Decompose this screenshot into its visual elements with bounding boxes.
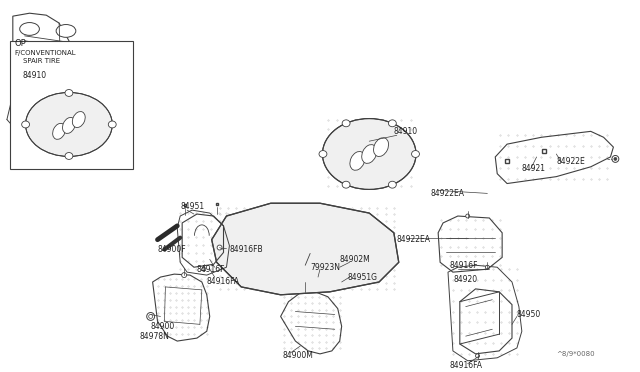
Ellipse shape	[485, 265, 490, 269]
Ellipse shape	[147, 312, 155, 320]
Text: 84900: 84900	[150, 322, 175, 331]
Ellipse shape	[388, 181, 396, 188]
Polygon shape	[212, 203, 399, 295]
Ellipse shape	[63, 118, 76, 134]
Ellipse shape	[26, 93, 112, 157]
Ellipse shape	[319, 151, 327, 157]
Text: 84978N: 84978N	[140, 332, 170, 341]
Ellipse shape	[22, 121, 29, 128]
Ellipse shape	[65, 90, 73, 96]
Ellipse shape	[374, 138, 388, 157]
Ellipse shape	[388, 120, 396, 127]
Ellipse shape	[20, 23, 40, 35]
Text: SPAIR TIRE: SPAIR TIRE	[22, 58, 60, 64]
Ellipse shape	[182, 273, 187, 278]
Text: 84910: 84910	[394, 127, 418, 136]
Text: 84950: 84950	[517, 310, 541, 319]
Text: 84922E: 84922E	[556, 157, 585, 166]
Ellipse shape	[108, 121, 116, 128]
Text: 84900F: 84900F	[157, 245, 186, 254]
Ellipse shape	[476, 354, 479, 358]
Text: 79923N: 79923N	[310, 263, 340, 272]
Text: 84916FB: 84916FB	[229, 245, 263, 254]
Text: 84900M: 84900M	[283, 351, 314, 360]
Text: ^8/9*0080: ^8/9*0080	[556, 351, 595, 357]
Ellipse shape	[72, 112, 85, 128]
Ellipse shape	[362, 145, 377, 163]
Ellipse shape	[342, 181, 350, 188]
Ellipse shape	[202, 267, 206, 271]
Ellipse shape	[412, 151, 419, 157]
Ellipse shape	[350, 151, 365, 170]
Text: 84951G: 84951G	[348, 273, 378, 282]
Bar	[10, 41, 133, 169]
Text: 84916FA: 84916FA	[207, 278, 240, 286]
Ellipse shape	[56, 25, 76, 37]
Text: OP: OP	[15, 39, 26, 48]
Text: 84922EA: 84922EA	[430, 189, 464, 198]
Text: 84916FA: 84916FA	[450, 361, 483, 370]
Ellipse shape	[323, 119, 416, 189]
Text: 84951: 84951	[180, 202, 204, 211]
Ellipse shape	[612, 155, 619, 162]
Text: 84916F: 84916F	[197, 265, 225, 274]
Text: 84902M: 84902M	[340, 255, 371, 264]
Text: F/CONVENTIONAL: F/CONVENTIONAL	[15, 49, 76, 55]
Text: 84921: 84921	[522, 164, 546, 173]
Text: 84910: 84910	[22, 71, 47, 80]
Ellipse shape	[217, 245, 222, 250]
Ellipse shape	[65, 153, 73, 160]
Ellipse shape	[466, 214, 470, 218]
Text: 84920: 84920	[454, 275, 478, 283]
Ellipse shape	[614, 157, 617, 160]
Text: 84916F: 84916F	[450, 261, 479, 270]
Text: 84922EA: 84922EA	[397, 235, 431, 244]
Ellipse shape	[342, 120, 350, 127]
Ellipse shape	[303, 278, 307, 282]
Ellipse shape	[148, 314, 152, 318]
Ellipse shape	[52, 124, 65, 140]
